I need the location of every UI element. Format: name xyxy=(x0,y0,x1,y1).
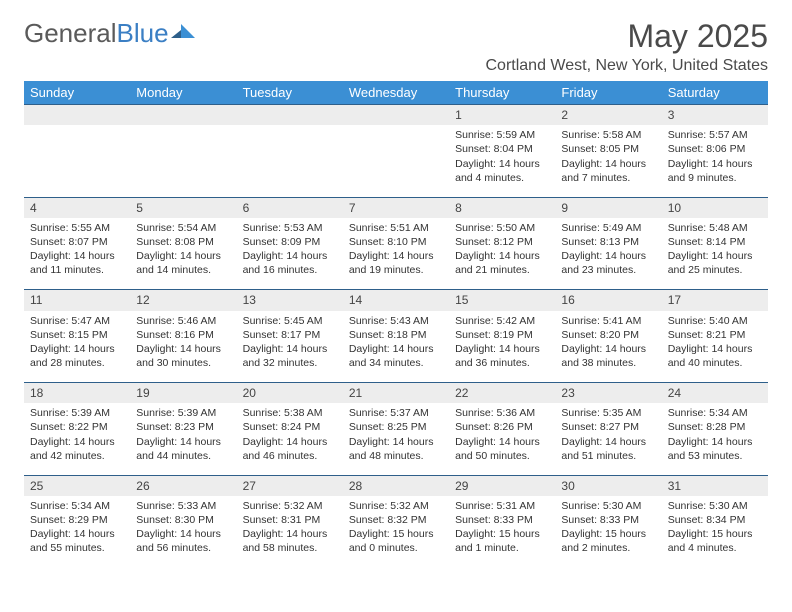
day-number: 6 xyxy=(237,197,343,218)
day-detail-row: Sunrise: 5:55 AMSunset: 8:07 PMDaylight:… xyxy=(24,218,768,290)
day-number: 8 xyxy=(449,197,555,218)
day-number xyxy=(237,105,343,126)
day-number: 24 xyxy=(662,383,768,404)
day-detail: Sunrise: 5:40 AMSunset: 8:21 PMDaylight:… xyxy=(662,311,768,383)
day-number: 28 xyxy=(343,475,449,496)
weekday-header: Saturday xyxy=(662,81,768,105)
day-detail: Sunrise: 5:50 AMSunset: 8:12 PMDaylight:… xyxy=(449,218,555,290)
day-detail: Sunrise: 5:36 AMSunset: 8:26 PMDaylight:… xyxy=(449,403,555,475)
day-detail: Sunrise: 5:58 AMSunset: 8:05 PMDaylight:… xyxy=(555,125,661,197)
day-number-row: 11121314151617 xyxy=(24,290,768,311)
day-detail: Sunrise: 5:51 AMSunset: 8:10 PMDaylight:… xyxy=(343,218,449,290)
day-number: 20 xyxy=(237,383,343,404)
day-detail xyxy=(130,125,236,197)
day-detail: Sunrise: 5:34 AMSunset: 8:29 PMDaylight:… xyxy=(24,496,130,568)
weekday-header: Wednesday xyxy=(343,81,449,105)
day-detail: Sunrise: 5:30 AMSunset: 8:34 PMDaylight:… xyxy=(662,496,768,568)
day-detail xyxy=(237,125,343,197)
day-number: 30 xyxy=(555,475,661,496)
day-detail-row: Sunrise: 5:59 AMSunset: 8:04 PMDaylight:… xyxy=(24,125,768,197)
day-number: 15 xyxy=(449,290,555,311)
location: Cortland West, New York, United States xyxy=(485,57,768,75)
weekday-header: Tuesday xyxy=(237,81,343,105)
day-number: 13 xyxy=(237,290,343,311)
day-detail: Sunrise: 5:35 AMSunset: 8:27 PMDaylight:… xyxy=(555,403,661,475)
day-number: 14 xyxy=(343,290,449,311)
day-number: 22 xyxy=(449,383,555,404)
weekday-header: Thursday xyxy=(449,81,555,105)
day-number xyxy=(130,105,236,126)
day-detail: Sunrise: 5:54 AMSunset: 8:08 PMDaylight:… xyxy=(130,218,236,290)
day-number: 29 xyxy=(449,475,555,496)
day-detail: Sunrise: 5:59 AMSunset: 8:04 PMDaylight:… xyxy=(449,125,555,197)
day-detail xyxy=(343,125,449,197)
day-detail: Sunrise: 5:38 AMSunset: 8:24 PMDaylight:… xyxy=(237,403,343,475)
day-detail: Sunrise: 5:53 AMSunset: 8:09 PMDaylight:… xyxy=(237,218,343,290)
day-detail: Sunrise: 5:30 AMSunset: 8:33 PMDaylight:… xyxy=(555,496,661,568)
day-detail: Sunrise: 5:43 AMSunset: 8:18 PMDaylight:… xyxy=(343,311,449,383)
day-number: 1 xyxy=(449,105,555,126)
weekday-header: Friday xyxy=(555,81,661,105)
day-detail-row: Sunrise: 5:39 AMSunset: 8:22 PMDaylight:… xyxy=(24,403,768,475)
day-detail: Sunrise: 5:48 AMSunset: 8:14 PMDaylight:… xyxy=(662,218,768,290)
day-detail: Sunrise: 5:45 AMSunset: 8:17 PMDaylight:… xyxy=(237,311,343,383)
day-number: 2 xyxy=(555,105,661,126)
day-detail: Sunrise: 5:39 AMSunset: 8:23 PMDaylight:… xyxy=(130,403,236,475)
day-detail: Sunrise: 5:32 AMSunset: 8:31 PMDaylight:… xyxy=(237,496,343,568)
logo-text-1: General xyxy=(24,18,117,49)
title-block: May 2025 Cortland West, New York, United… xyxy=(485,18,768,75)
day-number: 11 xyxy=(24,290,130,311)
day-detail: Sunrise: 5:57 AMSunset: 8:06 PMDaylight:… xyxy=(662,125,768,197)
day-number: 31 xyxy=(662,475,768,496)
day-detail: Sunrise: 5:32 AMSunset: 8:32 PMDaylight:… xyxy=(343,496,449,568)
day-detail-row: Sunrise: 5:47 AMSunset: 8:15 PMDaylight:… xyxy=(24,311,768,383)
day-number: 21 xyxy=(343,383,449,404)
day-number: 23 xyxy=(555,383,661,404)
calendar-table: Sunday Monday Tuesday Wednesday Thursday… xyxy=(24,81,768,568)
weekday-header: Sunday xyxy=(24,81,130,105)
day-detail xyxy=(24,125,130,197)
day-detail: Sunrise: 5:55 AMSunset: 8:07 PMDaylight:… xyxy=(24,218,130,290)
header: GeneralBlue May 2025 Cortland West, New … xyxy=(24,18,768,75)
logo: GeneralBlue xyxy=(24,18,197,49)
weekday-header: Monday xyxy=(130,81,236,105)
day-number xyxy=(24,105,130,126)
day-number: 5 xyxy=(130,197,236,218)
day-number xyxy=(343,105,449,126)
day-number: 27 xyxy=(237,475,343,496)
day-detail-row: Sunrise: 5:34 AMSunset: 8:29 PMDaylight:… xyxy=(24,496,768,568)
day-number: 10 xyxy=(662,197,768,218)
day-number: 16 xyxy=(555,290,661,311)
day-detail: Sunrise: 5:31 AMSunset: 8:33 PMDaylight:… xyxy=(449,496,555,568)
weekday-header-row: Sunday Monday Tuesday Wednesday Thursday… xyxy=(24,81,768,105)
day-number: 12 xyxy=(130,290,236,311)
day-number: 17 xyxy=(662,290,768,311)
day-number: 3 xyxy=(662,105,768,126)
day-number-row: 18192021222324 xyxy=(24,383,768,404)
day-detail: Sunrise: 5:37 AMSunset: 8:25 PMDaylight:… xyxy=(343,403,449,475)
day-number: 7 xyxy=(343,197,449,218)
day-number: 9 xyxy=(555,197,661,218)
day-number: 19 xyxy=(130,383,236,404)
day-detail: Sunrise: 5:49 AMSunset: 8:13 PMDaylight:… xyxy=(555,218,661,290)
day-detail: Sunrise: 5:41 AMSunset: 8:20 PMDaylight:… xyxy=(555,311,661,383)
month-title: May 2025 xyxy=(485,18,768,55)
day-detail: Sunrise: 5:39 AMSunset: 8:22 PMDaylight:… xyxy=(24,403,130,475)
day-number-row: 123 xyxy=(24,105,768,126)
day-detail: Sunrise: 5:46 AMSunset: 8:16 PMDaylight:… xyxy=(130,311,236,383)
day-detail: Sunrise: 5:42 AMSunset: 8:19 PMDaylight:… xyxy=(449,311,555,383)
day-detail: Sunrise: 5:33 AMSunset: 8:30 PMDaylight:… xyxy=(130,496,236,568)
day-number: 18 xyxy=(24,383,130,404)
day-number: 4 xyxy=(24,197,130,218)
day-detail: Sunrise: 5:34 AMSunset: 8:28 PMDaylight:… xyxy=(662,403,768,475)
day-number-row: 45678910 xyxy=(24,197,768,218)
day-number: 26 xyxy=(130,475,236,496)
logo-icon xyxy=(171,20,197,38)
logo-text-2: Blue xyxy=(117,18,169,49)
day-number: 25 xyxy=(24,475,130,496)
day-detail: Sunrise: 5:47 AMSunset: 8:15 PMDaylight:… xyxy=(24,311,130,383)
day-number-row: 25262728293031 xyxy=(24,475,768,496)
